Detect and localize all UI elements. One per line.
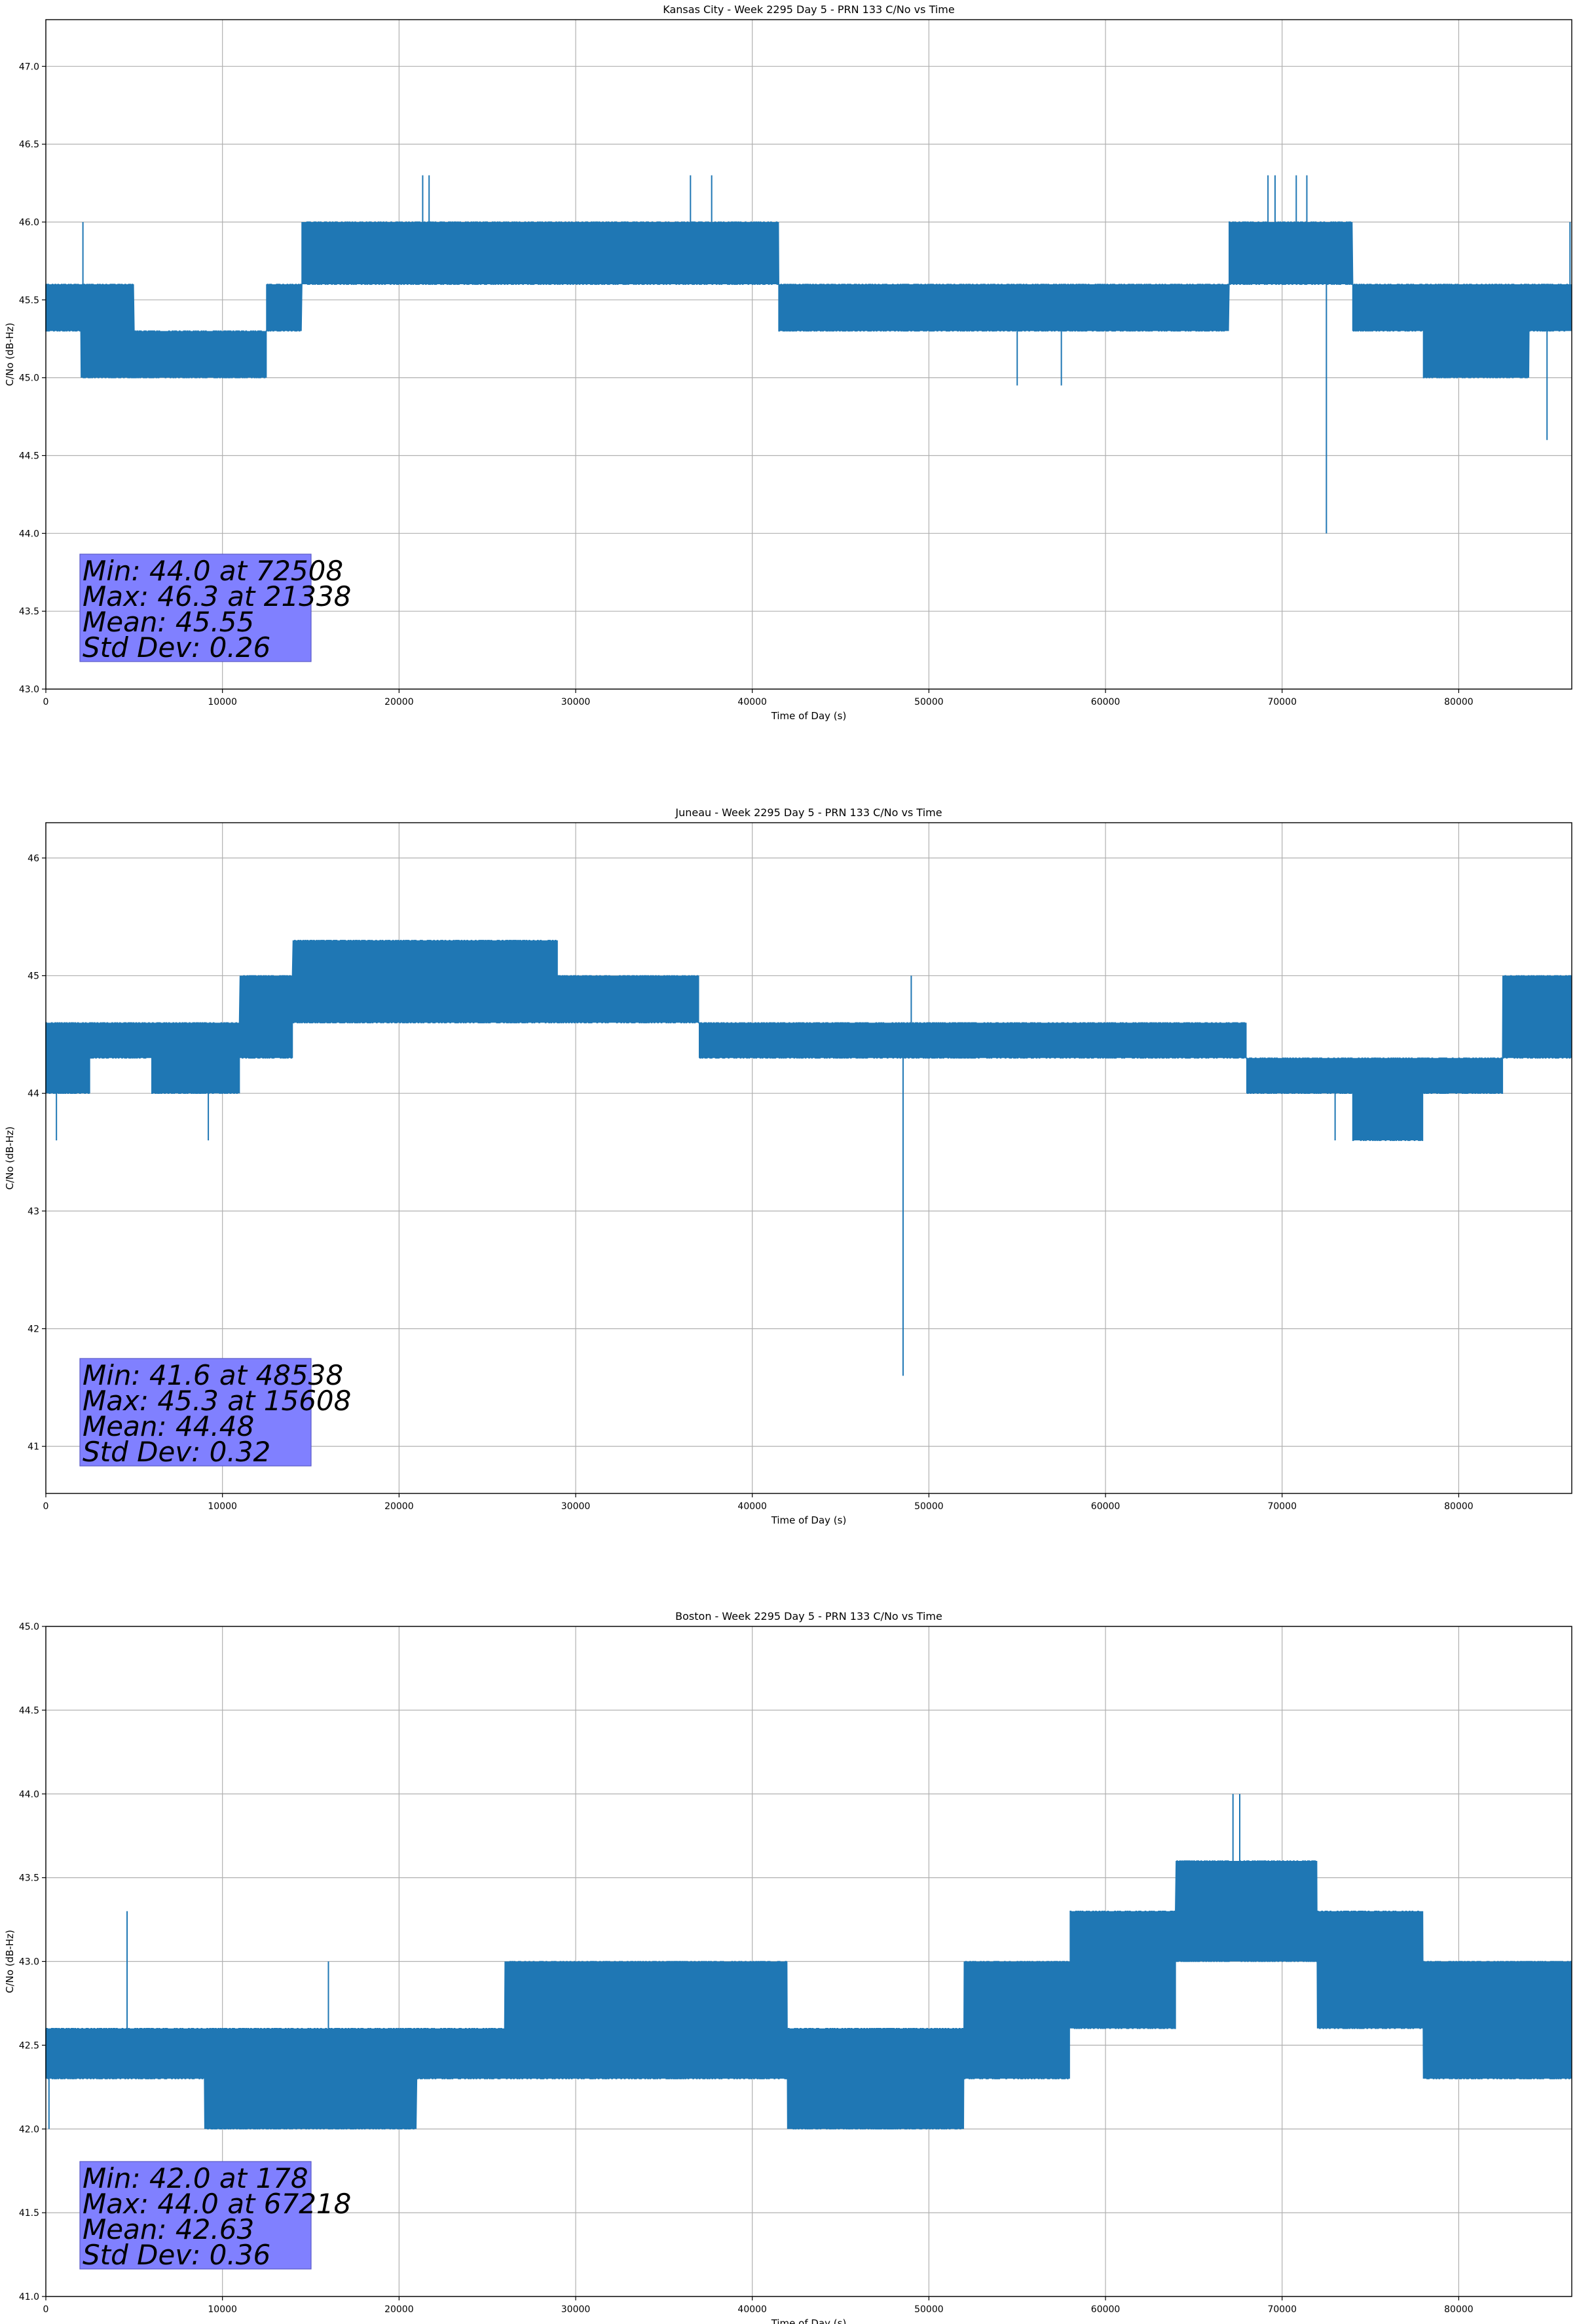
x-tick-label: 40000 bbox=[737, 697, 767, 707]
plot-title: Juneau - Week 2295 Day 5 - PRN 133 C/No … bbox=[675, 806, 942, 819]
y-tick-label: 46.5 bbox=[19, 140, 39, 150]
stats-mean: Mean: 44.48 bbox=[83, 1410, 254, 1442]
x-tick-label: 80000 bbox=[1444, 1501, 1474, 1512]
y-tick-label: 42.0 bbox=[19, 2124, 39, 2135]
stats-min: Min: 44.0 at 72508 bbox=[83, 555, 343, 587]
chart-juneau: Juneau - Week 2295 Day 5 - PRN 133 C/No … bbox=[4, 806, 1572, 1526]
x-axis-title: Time of Day (s) bbox=[771, 2317, 847, 2324]
chart-boston: Boston - Week 2295 Day 5 - PRN 133 C/No … bbox=[4, 1610, 1572, 2324]
x-tick-label: 30000 bbox=[561, 1501, 591, 1512]
x-tick-label: 0 bbox=[43, 1501, 49, 1512]
x-tick-label: 50000 bbox=[914, 2304, 944, 2315]
y-tick-label: 45.5 bbox=[19, 295, 39, 306]
plot-frame bbox=[45, 19, 1572, 690]
x-tick-label: 80000 bbox=[1444, 2304, 1474, 2315]
y-tick-label: 43.5 bbox=[19, 607, 39, 617]
y-tick-label: 43.0 bbox=[19, 1957, 39, 1968]
x-tick-label: 70000 bbox=[1267, 1501, 1297, 1512]
stats-min: Min: 41.6 at 48538 bbox=[83, 1359, 343, 1391]
series-line-kansas-city bbox=[45, 221, 1572, 379]
y-tick-label: 42 bbox=[28, 1324, 39, 1334]
stats-mean: Mean: 45.55 bbox=[83, 606, 254, 638]
plot-frame bbox=[45, 822, 1572, 1494]
stats-std: Std Dev: 0.26 bbox=[83, 631, 270, 664]
y-axis-title: C/No (dB-Hz) bbox=[4, 1930, 16, 1993]
y-tick-label: 44.5 bbox=[19, 1706, 39, 1716]
plot-frame bbox=[45, 1626, 1572, 2297]
x-tick-label: 20000 bbox=[384, 697, 414, 707]
y-tick-label: 41.5 bbox=[19, 2208, 39, 2219]
y-tick-label: 41.0 bbox=[19, 2292, 39, 2302]
x-tick-label: 30000 bbox=[561, 2304, 591, 2315]
x-tick-label: 40000 bbox=[737, 1501, 767, 1512]
x-tick-label: 60000 bbox=[1091, 697, 1121, 707]
stats-min: Min: 42.0 at 178 bbox=[83, 2162, 308, 2194]
x-tick-label: 50000 bbox=[914, 1501, 944, 1512]
x-tick-label: 60000 bbox=[1091, 1501, 1121, 1512]
y-tick-label: 44.0 bbox=[19, 529, 39, 539]
x-tick-label: 70000 bbox=[1267, 2304, 1297, 2315]
y-tick-label: 45.0 bbox=[19, 373, 39, 384]
stats-max: Max: 45.3 at 15608 bbox=[83, 1385, 351, 1417]
stats-mean: Mean: 42.63 bbox=[83, 2213, 254, 2245]
series-line-juneau bbox=[45, 939, 1572, 1141]
y-tick-label: 43.5 bbox=[19, 1873, 39, 1884]
stats-max: Max: 44.0 at 67218 bbox=[83, 2188, 351, 2220]
x-tick-label: 20000 bbox=[384, 1501, 414, 1512]
x-tick-label: 0 bbox=[43, 2304, 49, 2315]
y-tick-label: 41 bbox=[28, 1442, 39, 1452]
x-axis-title: Time of Day (s) bbox=[771, 710, 847, 722]
x-axis-title: Time of Day (s) bbox=[771, 1514, 847, 1526]
y-tick-label: 43 bbox=[28, 1207, 39, 1217]
x-tick-label: 40000 bbox=[737, 2304, 767, 2315]
x-tick-label: 10000 bbox=[208, 1501, 237, 1512]
stats-std: Std Dev: 0.32 bbox=[83, 1436, 270, 1468]
y-tick-label: 43.0 bbox=[19, 684, 39, 695]
x-tick-label: 60000 bbox=[1091, 2304, 1121, 2315]
stats-std: Std Dev: 0.36 bbox=[83, 2239, 270, 2271]
y-tick-label: 45.0 bbox=[19, 1622, 39, 1632]
chart-kansas-city: Kansas City - Week 2295 Day 5 - PRN 133 … bbox=[4, 3, 1572, 722]
y-tick-label: 42.5 bbox=[19, 2040, 39, 2051]
stats-box bbox=[79, 2161, 312, 2270]
y-axis-title: C/No (dB-Hz) bbox=[4, 323, 16, 386]
stats-box bbox=[79, 1358, 312, 1467]
y-tick-label: 44.5 bbox=[19, 451, 39, 461]
x-tick-label: 0 bbox=[43, 697, 49, 707]
x-tick-label: 30000 bbox=[561, 697, 591, 707]
y-tick-label: 46.0 bbox=[19, 217, 39, 228]
x-tick-label: 80000 bbox=[1444, 697, 1474, 707]
stats-max: Max: 46.3 at 21338 bbox=[83, 580, 351, 612]
y-tick-label: 46 bbox=[28, 853, 39, 864]
x-tick-label: 70000 bbox=[1267, 697, 1297, 707]
series-line-boston bbox=[45, 1860, 1572, 2130]
x-tick-label: 20000 bbox=[384, 2304, 414, 2315]
y-tick-label: 44 bbox=[28, 1089, 39, 1099]
x-tick-label: 10000 bbox=[208, 697, 237, 707]
plot-title: Kansas City - Week 2295 Day 5 - PRN 133 … bbox=[663, 3, 954, 16]
y-axis-title: C/No (dB-Hz) bbox=[4, 1127, 16, 1190]
x-tick-label: 50000 bbox=[914, 697, 944, 707]
y-tick-label: 45 bbox=[28, 971, 39, 982]
y-tick-label: 44.0 bbox=[19, 1790, 39, 1800]
plot-title: Boston - Week 2295 Day 5 - PRN 133 C/No … bbox=[675, 1610, 942, 1622]
x-tick-label: 10000 bbox=[208, 2304, 237, 2315]
stats-box bbox=[79, 553, 312, 662]
y-tick-label: 47.0 bbox=[19, 62, 39, 72]
